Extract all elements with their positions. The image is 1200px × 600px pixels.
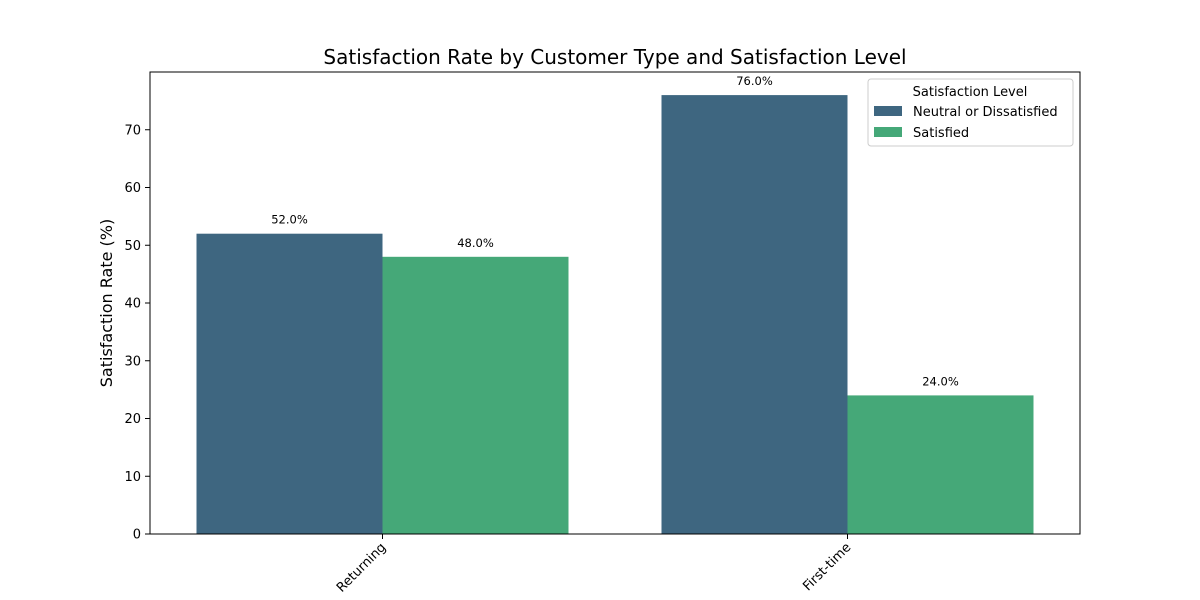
y-tick-label: 60	[124, 181, 141, 196]
data-label-satisfied-returning: 48.0%	[457, 236, 494, 250]
y-tick-label: 30	[124, 354, 141, 369]
legend-box	[867, 78, 1074, 147]
y-tick-label: 50	[124, 239, 141, 254]
legend-label-satisfied: Satisfied	[913, 126, 969, 141]
x-tick-label-first-time: First-time	[800, 540, 854, 594]
legend-title: Satisfaction Level	[913, 85, 1028, 100]
x-tick-label-returning: Returning	[334, 540, 389, 595]
data-label-neutral-or-dissatisfied-returning: 52.0%	[271, 213, 308, 227]
y-axis-label: Satisfaction Rate (%)	[97, 219, 116, 387]
legend-swatch-satisfied	[874, 127, 902, 137]
legend-items: Neutral or Dissatisfied Satisfied	[874, 105, 1058, 141]
y-tick-label: 20	[124, 412, 141, 427]
y-tick-label: 0	[133, 528, 141, 543]
bar-neutral-or-dissatisfied-returning	[196, 233, 383, 534]
legend-label-neutral-or-dissatisfied: Neutral or Dissatisfied	[913, 105, 1058, 120]
bar-neutral-or-dissatisfied-first-time	[661, 95, 848, 534]
data-label-neutral-or-dissatisfied-first-time: 76.0%	[736, 74, 773, 88]
x-axis-ticks: Returning First-time	[334, 534, 854, 596]
y-tick-label: 10	[124, 470, 141, 485]
y-tick-label: 40	[124, 297, 141, 312]
data-labels-group: 52.0% 76.0% 48.0% 24.0%	[271, 74, 959, 388]
y-axis-ticks: 0 10 20 30 40 50 60 70	[124, 123, 150, 543]
bar-satisfied-first-time	[847, 395, 1034, 534]
bars-group	[196, 95, 1034, 534]
y-tick-label: 70	[124, 123, 141, 138]
data-label-satisfied-first-time: 24.0%	[922, 374, 959, 388]
bar-satisfied-returning	[382, 256, 569, 534]
legend-swatch-neutral-or-dissatisfied	[874, 106, 902, 116]
chart-title: Satisfaction Rate by Customer Type and S…	[323, 45, 906, 69]
legend: Satisfaction Level Neutral or Dissatisfi…	[867, 78, 1074, 147]
